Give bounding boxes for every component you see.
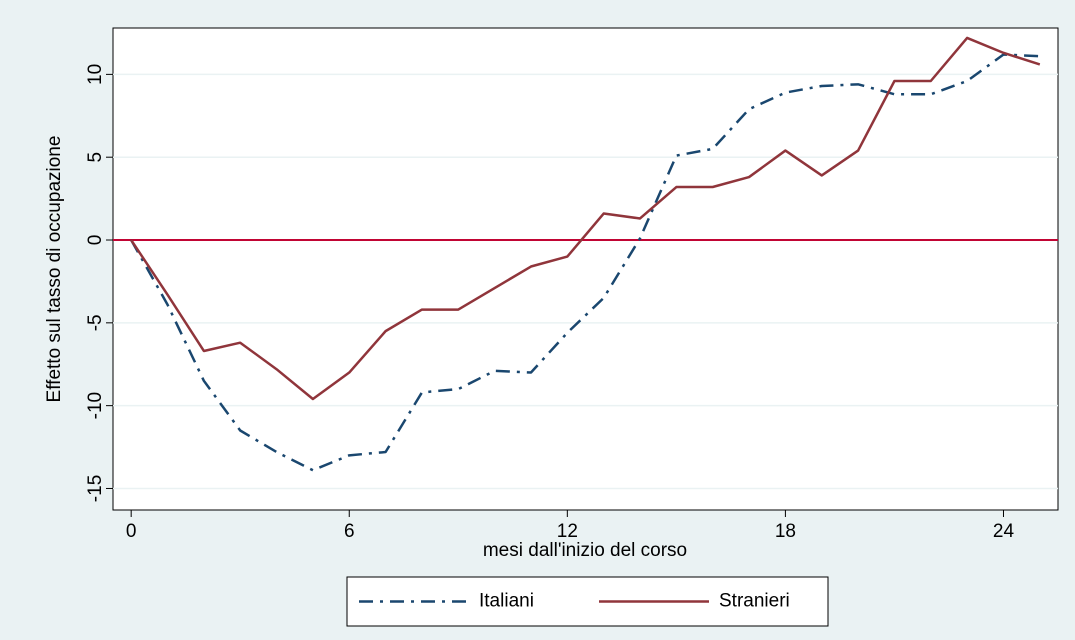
x-tick-label: 24 xyxy=(993,521,1015,542)
y-axis-label: Effetto sul tasso di occupazione xyxy=(44,136,65,403)
y-tick-label: -10 xyxy=(85,392,106,419)
plot-area xyxy=(112,27,1059,511)
x-tick-label: 18 xyxy=(775,521,796,542)
y-tick-label: 0 xyxy=(85,235,106,246)
legend-label: Stranieri xyxy=(719,591,790,612)
data-line xyxy=(130,36,1041,401)
legend-label: Italiani xyxy=(479,591,534,612)
x-tick-label: 12 xyxy=(557,521,578,542)
x-axis-label: mesi dall'inizio del corso xyxy=(483,540,687,561)
y-tick-label: -5 xyxy=(85,314,106,331)
y-tick-label: 5 xyxy=(85,152,106,163)
x-tick-label: 6 xyxy=(344,521,355,542)
y-tick-label: -15 xyxy=(85,475,106,502)
x-tick-label: 0 xyxy=(126,521,137,542)
y-tick-label: 10 xyxy=(85,64,106,85)
